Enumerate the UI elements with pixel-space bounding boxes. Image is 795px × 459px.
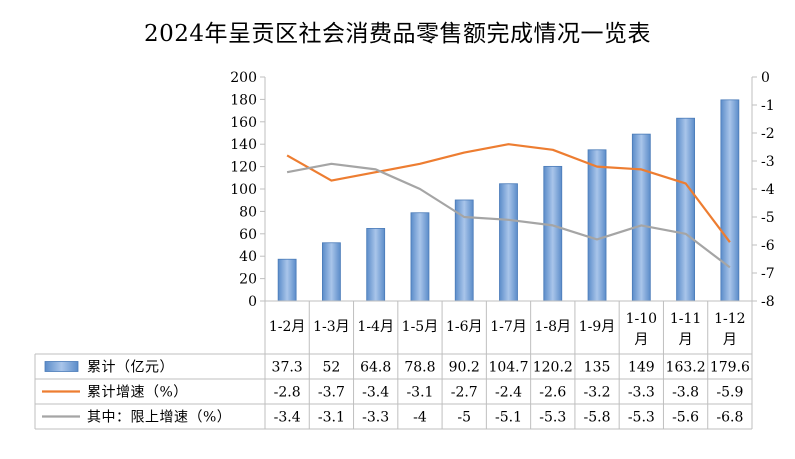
data-label: -5.1 xyxy=(495,410,522,426)
data-label: -6.8 xyxy=(716,410,743,426)
data-label: 135 xyxy=(584,360,611,376)
y2-tick-label: 0 xyxy=(761,70,770,86)
legend-series-name: 累计增速（%） xyxy=(87,385,188,401)
data-label: -3.1 xyxy=(318,410,345,426)
data-label: -5.8 xyxy=(584,410,611,426)
category-label: 1-2月 xyxy=(269,319,306,335)
data-label: -3.3 xyxy=(628,385,655,401)
category-label: 1-3月 xyxy=(313,319,350,335)
data-label: 104.7 xyxy=(488,360,528,376)
data-label: -3.8 xyxy=(672,385,699,401)
bar xyxy=(277,258,297,302)
data-label: -2.8 xyxy=(274,385,301,401)
data-label: -4 xyxy=(413,410,427,426)
data-label: 37.3 xyxy=(272,360,303,376)
data-label: 149 xyxy=(628,360,655,376)
data-label: -5.3 xyxy=(539,410,566,426)
category-label: 月 xyxy=(679,332,693,348)
data-label: -2.7 xyxy=(451,385,478,401)
y-tick-label: 200 xyxy=(230,70,257,86)
data-label: -3.2 xyxy=(584,385,611,401)
bar xyxy=(499,183,518,302)
data-label: 120.2 xyxy=(533,360,573,376)
y-tick-label: 180 xyxy=(230,92,257,108)
data-label: -3.4 xyxy=(274,410,301,426)
bar xyxy=(454,199,474,302)
category-label: 1-12 xyxy=(714,311,745,327)
data-label: 179.6 xyxy=(710,360,750,376)
data-label: -3.4 xyxy=(362,385,389,401)
data-label: -2.6 xyxy=(539,385,566,401)
category-label: 1-5月 xyxy=(402,319,439,335)
legend-series-name: 其中：限上增速（%） xyxy=(87,410,231,426)
y2-tick-label: -1 xyxy=(761,98,775,114)
data-label: -2.4 xyxy=(495,385,522,401)
data-label: -3.3 xyxy=(362,410,389,426)
y2-tick-label: -6 xyxy=(761,238,775,254)
category-label: 1-11 xyxy=(670,311,701,327)
y-tick-label: 0 xyxy=(248,294,257,310)
bar xyxy=(410,212,430,302)
y-tick-label: 160 xyxy=(230,115,257,131)
category-label: 1-9月 xyxy=(579,319,616,335)
data-label: -5.6 xyxy=(672,410,699,426)
bar xyxy=(631,133,651,302)
y2-tick-label: -8 xyxy=(761,294,775,310)
legend-series-name: 累计（亿元） xyxy=(87,360,174,376)
y-tick-label: 60 xyxy=(239,227,257,243)
category-label: 月 xyxy=(723,332,737,348)
data-label: 78.8 xyxy=(404,360,435,376)
bar xyxy=(322,242,341,302)
y2-tick-label: -7 xyxy=(761,266,775,282)
category-label: 1-10 xyxy=(626,311,657,327)
bar xyxy=(587,149,607,302)
data-label: -5.3 xyxy=(628,410,655,426)
y2-tick-label: -3 xyxy=(761,154,775,170)
bar xyxy=(676,117,695,302)
y-tick-label: 20 xyxy=(239,272,257,288)
bar xyxy=(543,165,563,302)
y-tick-label: 120 xyxy=(230,160,257,176)
y-tick-label: 140 xyxy=(230,137,257,153)
data-label: -5 xyxy=(457,410,471,426)
data-label: 163.2 xyxy=(666,360,706,376)
axes: 0 20 40 60 80 100 120 140 160 180 200 0 -1 -2 -3 -4 -5 -6… xyxy=(230,70,774,310)
y2-tick-label: -4 xyxy=(761,182,775,198)
bar-series xyxy=(277,99,740,302)
data-label: 64.8 xyxy=(360,360,391,376)
y2-tick-label: -2 xyxy=(761,126,775,142)
y2-tick-label: -5 xyxy=(761,210,775,226)
category-label: 1-7月 xyxy=(490,319,527,335)
chart-title: 2024年呈贡区社会消费品零售额完成情况一览表 xyxy=(143,21,652,47)
line-above-scale-growth xyxy=(286,162,731,269)
category-label: 月 xyxy=(634,332,648,348)
data-label: 90.2 xyxy=(449,360,480,376)
data-label: -3.7 xyxy=(318,385,345,401)
data-table: 1-2月 1-3月 1-4月 1-5月 1-6月 1-7月 1-8月 1-9月 1-10 月 1-1… xyxy=(34,300,753,430)
legend-key-bar xyxy=(44,361,79,372)
data-label: -3.1 xyxy=(406,385,433,401)
bar xyxy=(366,228,386,302)
category-label: 1-6月 xyxy=(446,319,483,335)
category-label: 1-8月 xyxy=(534,319,571,335)
data-label: -5.9 xyxy=(716,385,743,401)
bar xyxy=(720,99,740,302)
category-label: 1-4月 xyxy=(357,319,394,335)
y-tick-label: 40 xyxy=(239,249,257,265)
line-series xyxy=(286,143,731,269)
data-label: 52 xyxy=(322,360,340,376)
line-cumulative-growth xyxy=(286,143,731,243)
y-tick-label: 100 xyxy=(230,182,257,198)
y-tick-label: 80 xyxy=(239,204,257,220)
